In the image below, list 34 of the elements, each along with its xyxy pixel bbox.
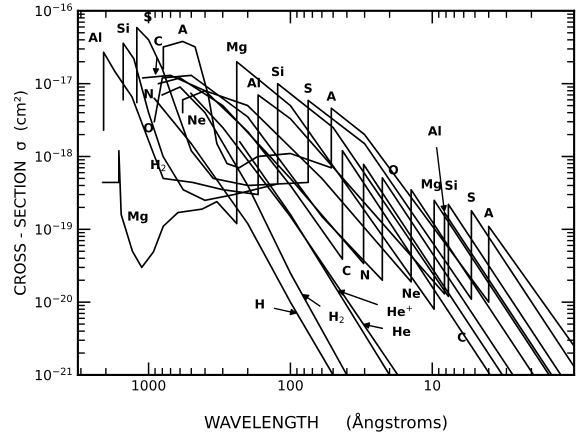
annotation: Mg xyxy=(422,179,442,192)
x-tick-label: 100 xyxy=(278,380,303,391)
annotation: S xyxy=(468,192,475,202)
y-axis-title: CROSS - SECTION σ (cm²) xyxy=(14,91,28,295)
x-tick-label: 1000 xyxy=(132,380,166,391)
annotation: Ne xyxy=(402,288,420,298)
annotation: N xyxy=(360,270,370,280)
y-tick-label: 10$^{−21}$ xyxy=(36,368,72,380)
annotation: Al xyxy=(88,32,102,42)
annotation: Ne xyxy=(188,115,206,125)
annotation: N xyxy=(144,89,153,98)
x-tick-label: 10 xyxy=(424,380,440,391)
annotation: He$^{+}$ xyxy=(388,306,412,316)
y-tick-label: 10$^{−20}$ xyxy=(36,294,72,308)
annotation: S xyxy=(304,83,312,93)
annotation: Si xyxy=(272,66,284,76)
annotation: A xyxy=(326,91,336,101)
annotation: A xyxy=(484,208,494,218)
annotation: Si xyxy=(445,180,457,190)
annotation: C xyxy=(342,266,350,276)
y-tick-label: 10$^{−17}$ xyxy=(36,76,72,90)
y-tick-label: 10$^{−19}$ xyxy=(36,222,72,235)
annotation: Al xyxy=(428,126,441,136)
annotation: Mg xyxy=(227,42,246,54)
annotation: H xyxy=(256,299,264,309)
annotation: A xyxy=(178,24,188,34)
annotation: Mg xyxy=(128,211,148,224)
annotation: He xyxy=(393,326,410,336)
y-tick-label: 10$^{−18}$ xyxy=(36,149,72,162)
y-tick-label: 10$^{−16}$ xyxy=(36,3,72,16)
annotation: H$_{2}$ xyxy=(330,312,344,323)
x-axis-title: WAVELENGTH (Ångstroms) xyxy=(204,412,447,432)
annotation: C xyxy=(154,36,162,46)
annotation: Si xyxy=(117,23,129,33)
